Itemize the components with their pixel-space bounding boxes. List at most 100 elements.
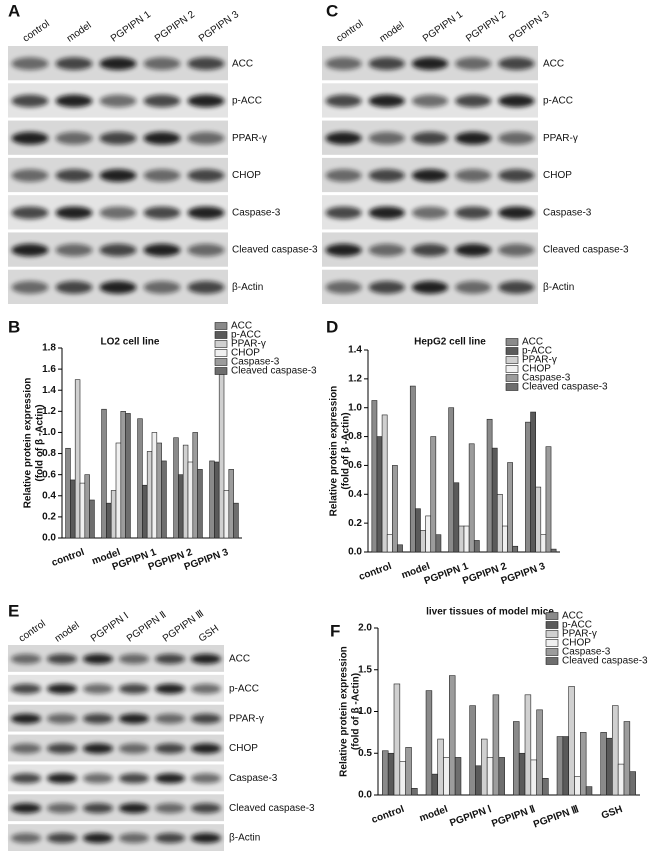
bar — [530, 411, 536, 553]
y-tick-label: 1.0 — [358, 706, 372, 717]
protein-label: CHOP — [229, 743, 258, 754]
blot-band — [187, 57, 225, 70]
blot-band — [368, 169, 405, 182]
bar — [629, 771, 636, 796]
bar — [382, 750, 389, 796]
blot-band — [10, 832, 42, 844]
bar — [209, 460, 215, 539]
lane-label: control — [21, 18, 52, 44]
blot-band — [143, 169, 181, 182]
protein-label: β-Actin — [229, 833, 260, 844]
legend-swatch — [214, 367, 228, 375]
blot-band — [82, 653, 114, 665]
blot-band — [143, 131, 181, 145]
bar — [409, 385, 416, 553]
blot-band — [82, 773, 114, 784]
blot-band — [187, 206, 225, 220]
blot-band — [190, 773, 222, 784]
bar — [125, 413, 131, 539]
lane-label: PGPIPN Ⅱ — [125, 610, 169, 645]
legend-swatch — [214, 358, 228, 366]
blot-band — [154, 683, 186, 694]
bar — [74, 379, 81, 539]
blot-band — [325, 206, 362, 220]
legend-swatch — [214, 322, 228, 330]
blot-strip — [8, 794, 224, 822]
blot-band — [455, 206, 492, 220]
blot-strip — [8, 764, 224, 792]
blot-band — [325, 243, 362, 257]
x-tick-label: PGPIPN Ⅰ — [448, 804, 493, 829]
legend-label: CHOP — [562, 638, 591, 649]
bar — [512, 545, 519, 553]
bar — [600, 732, 607, 796]
legend-swatch — [505, 383, 519, 391]
bar — [617, 763, 625, 796]
blot-band — [190, 713, 222, 724]
bar — [151, 432, 158, 539]
x-tick-label: PGPIPN Ⅲ — [532, 804, 580, 831]
blot-band — [154, 832, 186, 844]
blot-band — [411, 281, 449, 294]
blot-band — [99, 169, 137, 182]
y-tick-label: 1.4 — [348, 345, 362, 356]
bar — [496, 493, 503, 553]
legend-label: PPAR-γ — [562, 629, 597, 640]
y-tick-label: 1.2 — [348, 373, 362, 384]
y-tick-label: 1.6 — [42, 364, 56, 375]
legend-swatch — [214, 340, 228, 348]
lane-label: PGPIPN 2 — [464, 9, 508, 45]
blot-band — [55, 206, 93, 220]
bar — [387, 752, 395, 796]
blot-band — [99, 94, 137, 108]
legend-label: CHOP — [231, 348, 260, 359]
lane-label: control — [335, 18, 366, 44]
blot-band — [10, 683, 42, 694]
y-axis-label: (fold of β -Actin) — [341, 412, 352, 489]
legend-swatch — [545, 630, 559, 638]
blot-band — [11, 243, 49, 257]
bar — [218, 374, 225, 539]
blot-band — [498, 206, 535, 220]
bar — [507, 462, 513, 553]
chart-title: liver tissues of model mice — [426, 607, 554, 618]
protein-label: Caspase-3 — [543, 207, 592, 218]
blot-strip — [8, 734, 224, 762]
protein-label: β-Actin — [232, 282, 263, 293]
legend-label: Caspase-3 — [562, 647, 611, 658]
blot-band — [455, 57, 492, 70]
blot-band — [455, 281, 492, 294]
bar — [376, 436, 383, 553]
blot-band — [11, 57, 49, 70]
x-tick-label: control — [50, 547, 86, 569]
y-tick-label: 1.0 — [42, 427, 56, 438]
bar — [518, 752, 526, 796]
lane-label: model — [378, 20, 407, 45]
blot-band — [11, 169, 49, 182]
bar — [486, 418, 493, 553]
bar — [542, 777, 549, 796]
bar — [550, 548, 557, 553]
blot-band — [55, 57, 93, 70]
legend-swatch — [545, 648, 559, 656]
bar — [192, 432, 198, 539]
legend-label: ACC — [562, 611, 583, 622]
legend-swatch — [545, 639, 559, 647]
blot-band — [55, 243, 93, 257]
bar — [524, 694, 532, 796]
blot-band — [46, 743, 78, 754]
blot-band — [498, 281, 535, 294]
y-axis-label: (fold of β -Actin) — [351, 673, 362, 750]
legend-label: Caspase-3 — [522, 373, 571, 384]
blot-band — [46, 803, 78, 814]
blot-band — [11, 94, 49, 108]
blot-band — [82, 803, 114, 814]
blot-band — [325, 94, 362, 108]
blot-band — [325, 131, 362, 145]
protein-label: Cleaved caspase-3 — [543, 245, 629, 256]
blot-band — [411, 131, 449, 145]
protein-label: PPAR-γ — [232, 133, 267, 144]
y-tick-label: 1.2 — [42, 406, 56, 417]
blot-band — [55, 94, 93, 108]
legend-label: p-ACC — [231, 330, 261, 341]
